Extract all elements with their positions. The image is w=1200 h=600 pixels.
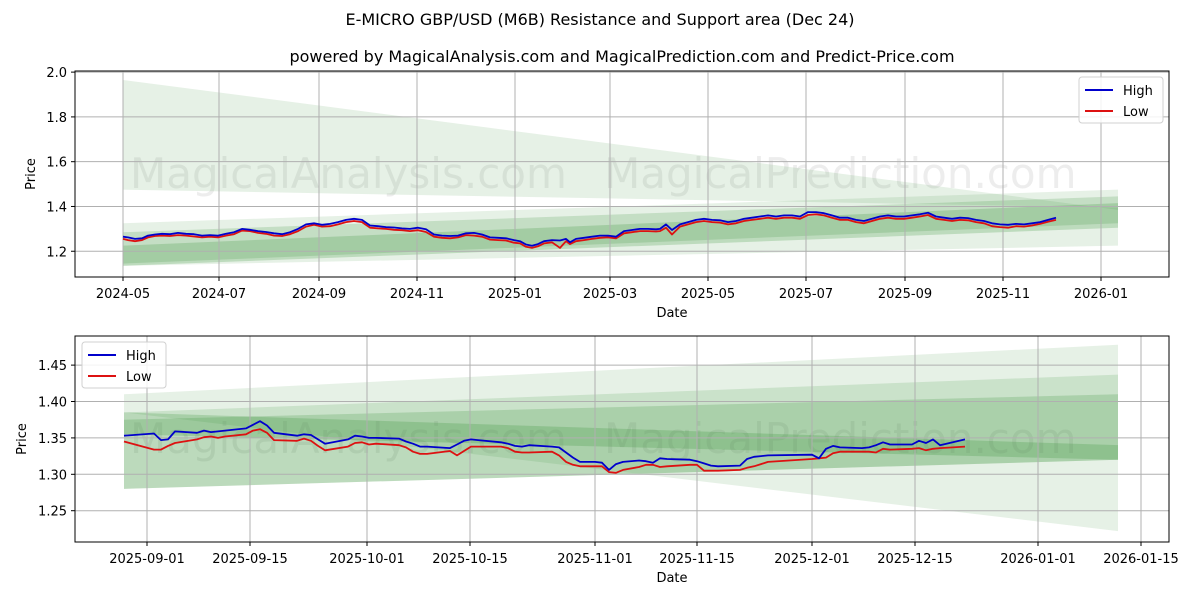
band-area: [123, 79, 1118, 210]
y-axis-label: Price: [24, 158, 39, 190]
x-tick-label: 2025-09-01: [109, 552, 185, 567]
x-tick-label: 2024-07: [192, 287, 246, 302]
y-tick-label: 1.30: [38, 468, 67, 483]
x-tick-label: 2025-12-01: [774, 552, 850, 567]
x-tick-label: 2024-11: [390, 287, 444, 302]
watermark-analysis: MagicalAnalysis.com: [130, 149, 567, 198]
x-tick-label: 2025-11-15: [659, 552, 735, 567]
axes-frame: [74, 335, 1170, 543]
band-area: [123, 196, 1118, 264]
watermark-prediction: MagicalPrediction.com: [604, 414, 1077, 463]
x-tick-label: 2025-11-01: [557, 552, 633, 567]
high-line: [122, 211, 1057, 247]
top-chart-panel: MagicalAnalysis.com MagicalPrediction.com…: [24, 66, 1170, 321]
watermark-prediction: MagicalPrediction.com: [604, 149, 1077, 198]
x-axis-label: Date: [656, 306, 687, 321]
bottom-chart-panel: MagicalAnalysis.com MagicalPrediction.com…: [15, 335, 1179, 586]
x-tick-label: 2025-05: [681, 287, 735, 302]
grid: 1.2 1.4 1.6 1.8 2.0 2024-05 2024-07 2024-09 2024…: [46, 66, 1169, 302]
x-tick-label: 2025-03: [583, 287, 637, 302]
x-tick-label: 2026-01-01: [1000, 552, 1076, 567]
chart-subtitle: powered by MagicalAnalysis.com and Magic…: [289, 47, 954, 66]
grid: 1.25 1.30 1.35 1.40 1.45 2025-09-01 2025-09-15…: [38, 336, 1179, 567]
x-tick-label: 2024-09: [292, 287, 346, 302]
y-tick-label: 1.6: [46, 156, 67, 171]
chart-title: E-MICRO GBP/USD (M6B) Resistance and Sup…: [345, 10, 854, 29]
axes-frame: [74, 70, 1170, 278]
legend: High Low: [1078, 76, 1164, 124]
price-series: [122, 211, 1057, 249]
band-area: [124, 394, 1118, 489]
x-axis-label: Date: [656, 571, 687, 586]
x-tick-label: 2026-01: [1074, 287, 1128, 302]
legend-label-high: High: [126, 349, 156, 364]
band-area: [123, 189, 1118, 266]
y-tick-label: 1.45: [38, 359, 67, 374]
y-tick-label: 1.25: [38, 505, 67, 520]
x-tick-label: 2025-10-15: [432, 552, 508, 567]
y-tick-label: 1.4: [46, 200, 67, 215]
x-tick-label: 2024-05: [96, 287, 150, 302]
x-tick-label: 2025-07: [779, 287, 833, 302]
band-area: [124, 374, 1118, 489]
y-tick-label: 1.2: [46, 245, 67, 260]
y-axis-label: Price: [15, 423, 30, 455]
y-tick-label: 2.0: [46, 66, 67, 81]
x-tick-label: 2025-01: [488, 287, 542, 302]
x-tick-label: 2025-12-15: [877, 552, 953, 567]
x-tick-label: 2025-09-15: [212, 552, 288, 567]
x-tick-label: 2025-10-01: [329, 552, 405, 567]
x-tick-label: 2025-09: [878, 287, 932, 302]
x-tick-label: 2026-01-15: [1103, 552, 1179, 567]
low-line: [122, 213, 1057, 249]
legend: High Low: [81, 341, 167, 389]
low-line: [123, 428, 966, 474]
legend-label-high: High: [1123, 84, 1153, 99]
x-tick-label: 2025-11: [976, 287, 1030, 302]
y-tick-label: 1.40: [38, 396, 67, 411]
legend-label-low: Low: [126, 370, 152, 385]
legend-label-low: Low: [1123, 105, 1149, 120]
high-line: [123, 420, 966, 471]
y-tick-label: 1.35: [38, 432, 67, 447]
y-tick-label: 1.8: [46, 111, 67, 126]
price-series: [123, 420, 966, 474]
